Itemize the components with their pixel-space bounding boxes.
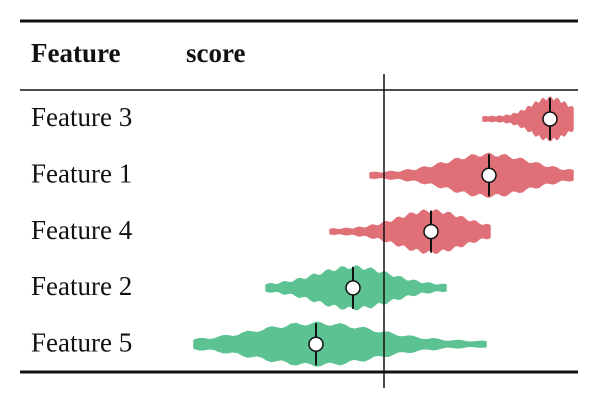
column-header: Feature [31,38,120,68]
mean-marker [423,223,439,240]
row-label: Feature 1 [31,159,132,189]
row-label: Feature 2 [31,271,132,301]
mean-marker [345,280,361,296]
mean-marker [308,336,324,352]
violin [193,321,487,367]
violin [329,209,491,255]
mean-marker [481,167,497,184]
row-label: Feature 4 [31,215,133,245]
mean-marker [542,111,558,127]
violin [369,152,574,199]
violin [482,96,574,142]
column-header: score [186,38,245,68]
row-label: Feature 3 [31,102,132,132]
row-label: Feature 5 [31,327,132,357]
